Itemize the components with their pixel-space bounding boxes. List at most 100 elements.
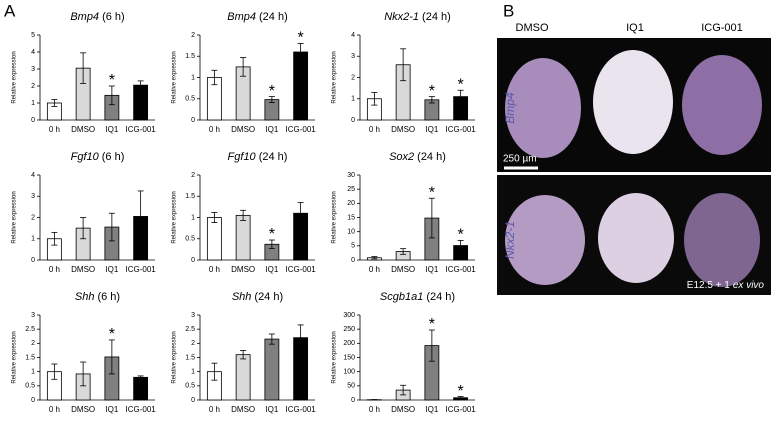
error-bar <box>108 212 115 242</box>
lung-tissue <box>505 58 581 158</box>
significance-star: * <box>269 83 275 100</box>
significance-star: * <box>429 316 435 333</box>
x-tick-label: IQ1 <box>425 405 438 414</box>
y-tick-label: 4 <box>351 32 355 39</box>
y-tick-label: 25 <box>347 186 355 193</box>
lung-tissue <box>593 50 673 154</box>
gene-name: Nkx2-1 <box>384 11 419 23</box>
lung-tissue <box>598 193 674 283</box>
y-tick-label: 50 <box>347 383 355 390</box>
row-label: Bmp4 <box>503 92 517 124</box>
error-bar <box>297 202 304 225</box>
gene-name: Fgf10 <box>71 151 100 163</box>
error-bar <box>457 240 464 252</box>
x-tick-label: DMSO <box>391 265 415 274</box>
error-bar <box>108 85 115 106</box>
bar <box>293 51 309 121</box>
y-tick-label: 0 <box>351 257 355 264</box>
condition: (24 h) <box>259 11 288 23</box>
y-tick-label: 5 <box>31 32 35 39</box>
x-tick-label: ICG-001 <box>126 405 157 414</box>
y-tick-label: 1.5 <box>185 53 195 60</box>
y-tick-label: 0.5 <box>185 96 195 103</box>
y-tick-label: 1 <box>31 100 35 107</box>
error-bar <box>137 375 144 380</box>
x-tick-label: ICG-001 <box>286 265 317 274</box>
chart-title: Sox2 (24 h) <box>389 151 446 163</box>
column-label: DMSO <box>516 22 549 34</box>
error-bar <box>211 69 218 86</box>
y-tick-label: 1 <box>191 214 195 221</box>
x-tick-label: DMSO <box>71 265 95 274</box>
x-tick-label: ICG-001 <box>286 405 317 414</box>
x-tick-label: 0 h <box>369 405 380 414</box>
y-tick-label: 0 <box>31 117 35 124</box>
culture: ex vivo <box>733 280 765 291</box>
error-bar <box>51 99 58 107</box>
x-tick-label: 0 h <box>49 125 60 134</box>
y-tick-label: 1 <box>31 236 35 243</box>
y-axis-label: Relative expression <box>172 191 178 243</box>
y-tick-label: 0.5 <box>185 383 195 390</box>
micrograph-panel <box>497 38 771 295</box>
y-tick-label: 2.5 <box>25 326 35 333</box>
error-bar <box>428 96 435 104</box>
error-bar <box>51 363 58 380</box>
error-bar <box>371 256 378 260</box>
x-tick-label: IQ1 <box>425 265 438 274</box>
y-tick-label: 2 <box>191 340 195 347</box>
x-tick-label: 0 h <box>49 405 60 414</box>
x-tick-label: ICG-001 <box>446 125 477 134</box>
error-bar <box>428 197 435 239</box>
gene-name: Bmp4 <box>70 11 99 23</box>
x-tick-label: ICG-001 <box>126 265 157 274</box>
y-tick-label: 300 <box>343 312 355 319</box>
y-tick-label: 3 <box>191 312 195 319</box>
error-bar <box>268 96 275 103</box>
y-tick-label: 3 <box>351 53 355 60</box>
significance-star: * <box>458 76 464 93</box>
gene-name: Fgf10 <box>228 151 257 163</box>
y-axis-label: Relative expression <box>172 331 178 383</box>
bar <box>206 217 222 261</box>
chart-title: Fgf10 (6 h) <box>71 151 125 163</box>
error-bar <box>240 350 247 360</box>
chart-title: Nkx2-1 (24 h) <box>384 11 451 23</box>
y-tick-label: 3 <box>31 312 35 319</box>
y-tick-label: 30 <box>347 172 355 179</box>
x-tick-label: 0 h <box>209 125 220 134</box>
x-tick-label: DMSO <box>231 265 255 274</box>
chart-title: Fgf10 (24 h) <box>228 151 288 163</box>
y-tick-label: 150 <box>343 354 355 361</box>
y-tick-label: 1.5 <box>185 193 195 200</box>
x-tick-label: DMSO <box>391 125 415 134</box>
error-bar <box>297 324 304 351</box>
y-tick-label: 1 <box>191 369 195 376</box>
condition: (6 h) <box>102 151 125 163</box>
y-tick-label: 2 <box>31 214 35 221</box>
error-bar <box>400 48 407 82</box>
x-tick-label: ICG-001 <box>286 125 317 134</box>
error-bar <box>268 239 275 249</box>
error-bar <box>457 396 464 400</box>
x-tick-label: DMSO <box>231 125 255 134</box>
y-axis-label: Relative expression <box>12 331 18 383</box>
x-tick-label: 0 h <box>209 265 220 274</box>
significance-star: * <box>429 184 435 201</box>
scale-bar-label: 250 µm <box>503 154 537 165</box>
error-bar <box>80 52 87 84</box>
lung-tissue <box>505 195 585 285</box>
x-tick-label: 0 h <box>209 405 220 414</box>
error-bar <box>108 339 115 375</box>
error-bar <box>137 80 144 90</box>
error-bar <box>240 57 247 77</box>
error-bar <box>400 384 407 396</box>
bar <box>133 376 149 401</box>
y-tick-label: 0 <box>191 257 195 264</box>
y-tick-label: 1 <box>351 96 355 103</box>
error-bar <box>137 190 144 243</box>
y-tick-label: 250 <box>343 326 355 333</box>
error-bar <box>400 248 407 255</box>
y-tick-label: 5 <box>351 243 355 250</box>
error-bar <box>51 231 58 246</box>
